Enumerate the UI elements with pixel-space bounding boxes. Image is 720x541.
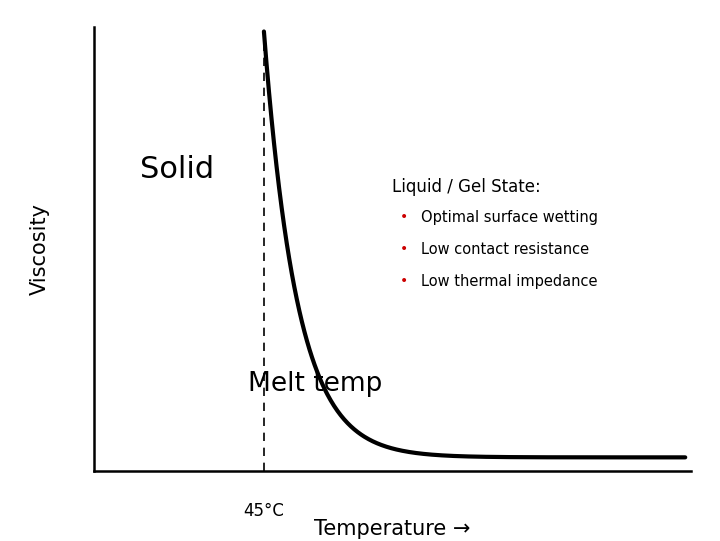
Text: Low contact resistance: Low contact resistance (421, 242, 589, 257)
Text: •: • (400, 274, 408, 288)
Text: Melt temp: Melt temp (248, 371, 382, 397)
Text: •: • (400, 242, 408, 256)
Text: Liquid / Gel State:: Liquid / Gel State: (392, 178, 541, 196)
Text: Temperature →: Temperature → (314, 519, 471, 539)
Text: Optimal surface wetting: Optimal surface wetting (421, 210, 598, 225)
Text: Low thermal impedance: Low thermal impedance (421, 274, 598, 289)
Text: 45°C: 45°C (243, 502, 284, 520)
Text: Viscosity: Viscosity (30, 203, 50, 295)
Text: Solid: Solid (140, 155, 215, 183)
Text: •: • (400, 210, 408, 224)
